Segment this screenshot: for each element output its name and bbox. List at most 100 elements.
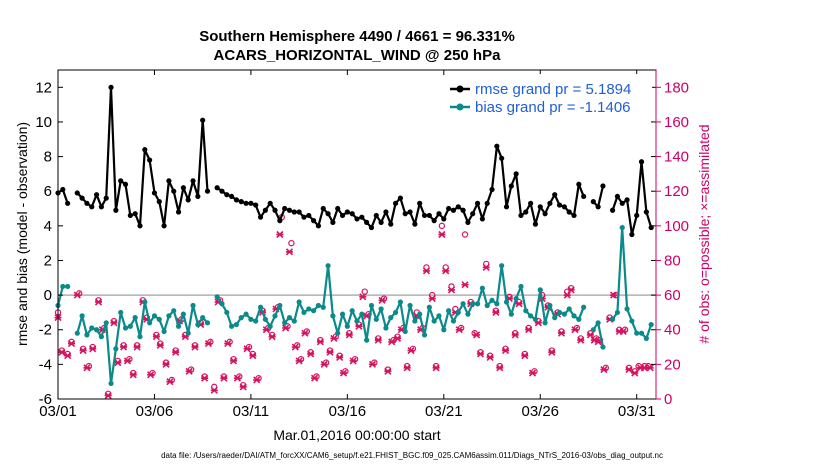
- rmse-point: [171, 188, 177, 194]
- bias-point: [359, 311, 365, 317]
- bias-point: [301, 309, 307, 316]
- y-tick-label-right: 80: [664, 252, 681, 269]
- rmse-point: [566, 209, 572, 215]
- obs-assimilated-marker: [123, 357, 132, 365]
- bias-point: [335, 330, 341, 336]
- bias-point: [310, 308, 317, 314]
- rmse-point: [446, 205, 452, 212]
- obs-assimilated-marker: [586, 331, 594, 339]
- rmse-point: [508, 183, 514, 189]
- obs-assimilated-marker: [378, 296, 386, 304]
- bias-point: [523, 308, 529, 314]
- bias-point: [643, 335, 649, 341]
- obs-assimilated-marker: [368, 360, 376, 368]
- bias-point: [306, 306, 312, 312]
- obs-assimilated-marker: [295, 357, 303, 365]
- y-tick-label-right: 120: [664, 183, 689, 200]
- bias-point: [166, 313, 172, 319]
- rmse-point: [600, 183, 606, 189]
- x-tick-label: 03/06: [136, 403, 174, 420]
- rmse-point: [282, 205, 288, 212]
- bias-point: [460, 301, 466, 307]
- bias-point: [561, 311, 567, 317]
- x-axis-label: Mar.01,2016 00:00:00 start: [273, 427, 440, 443]
- y-tick-label-left: 8: [44, 149, 52, 166]
- y-tick-label-left: 4: [44, 218, 52, 235]
- y-tick-label-right: 100: [664, 218, 689, 235]
- rmse-point: [561, 204, 567, 210]
- obs-assimilated-marker: [345, 331, 353, 339]
- bias-point: [291, 318, 297, 324]
- obs-assimilated-marker: [442, 267, 450, 275]
- bias-point: [248, 316, 254, 322]
- rmse-point: [503, 204, 510, 210]
- rmse-point: [277, 218, 283, 224]
- y-tick-label-right: 140: [664, 149, 689, 166]
- obs-assimilated-marker: [428, 295, 436, 303]
- bias-point: [156, 316, 162, 322]
- obs-assimilated-marker: [201, 374, 209, 382]
- rmse-point: [383, 209, 389, 215]
- rmse-point: [634, 212, 640, 219]
- obs-assimilated-marker: [388, 338, 396, 346]
- obs-assimilated-marker: [349, 357, 357, 365]
- rmse-point: [378, 219, 384, 225]
- obs-assimilated-marker: [229, 357, 238, 365]
- bias-point: [407, 302, 413, 309]
- bias-point: [566, 306, 572, 312]
- rmse-point: [619, 200, 625, 206]
- bias-point: [609, 316, 616, 322]
- obs-assimilated-marker: [625, 365, 633, 374]
- rmse-point: [392, 200, 399, 206]
- legend-bias-marker: [456, 103, 464, 111]
- rmse-point: [118, 178, 124, 184]
- obs-assimilated-marker: [191, 343, 199, 351]
- bias-point: [556, 309, 563, 316]
- rmse-point: [233, 197, 240, 203]
- bias-point: [89, 325, 95, 331]
- bias-point: [489, 297, 495, 303]
- rmse-point: [147, 157, 153, 163]
- obs-assimilated-marker: [594, 338, 602, 346]
- bias-point: [195, 321, 201, 328]
- bias-point: [392, 309, 399, 316]
- bias-point: [450, 318, 457, 324]
- rmse-point: [238, 199, 244, 205]
- obs-assimilated-marker: [83, 364, 91, 372]
- bias-point: [494, 301, 500, 307]
- bias-point: [595, 320, 601, 326]
- obs-assimilated-marker: [64, 352, 72, 360]
- obs-assimilated-marker: [336, 353, 344, 362]
- bias-point: [412, 318, 418, 324]
- bias-point: [103, 320, 109, 326]
- obs-assimilated-marker: [600, 365, 608, 374]
- y-tick-label-left: 10: [35, 114, 52, 131]
- bias-point: [277, 302, 283, 309]
- rmse-point: [581, 193, 587, 200]
- rmse-point: [219, 188, 225, 194]
- rmse-point: [315, 223, 322, 229]
- bias-point: [79, 313, 85, 319]
- rmse-point: [359, 214, 365, 220]
- bias-point: [238, 315, 244, 321]
- rmse-point: [286, 207, 293, 213]
- obs-assimilated-marker: [120, 343, 128, 351]
- obs-assimilated-marker: [422, 267, 431, 275]
- obs-assimilated-marker: [548, 348, 556, 356]
- obs-assimilated-marker: [492, 308, 500, 316]
- bias-point: [528, 313, 534, 319]
- rmse-point: [542, 211, 548, 217]
- rmse-point: [629, 231, 635, 238]
- bias-point: [455, 309, 461, 316]
- chart-title: Southern Hemisphere 4490 / 4661 = 96.331…: [199, 28, 515, 45]
- rmse-point: [455, 204, 461, 210]
- obs-assimilated-marker: [276, 230, 284, 239]
- bias-point: [547, 302, 553, 309]
- bias-point: [339, 311, 346, 317]
- bias-point: [417, 311, 423, 317]
- bias-point: [402, 328, 408, 335]
- rmse-point: [253, 202, 259, 208]
- bias-point: [171, 308, 177, 314]
- obs-assimilated-marker: [220, 374, 228, 382]
- obs-count-markers: [54, 213, 654, 400]
